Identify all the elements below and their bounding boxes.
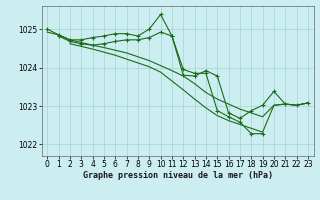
X-axis label: Graphe pression niveau de la mer (hPa): Graphe pression niveau de la mer (hPa) [83, 171, 273, 180]
